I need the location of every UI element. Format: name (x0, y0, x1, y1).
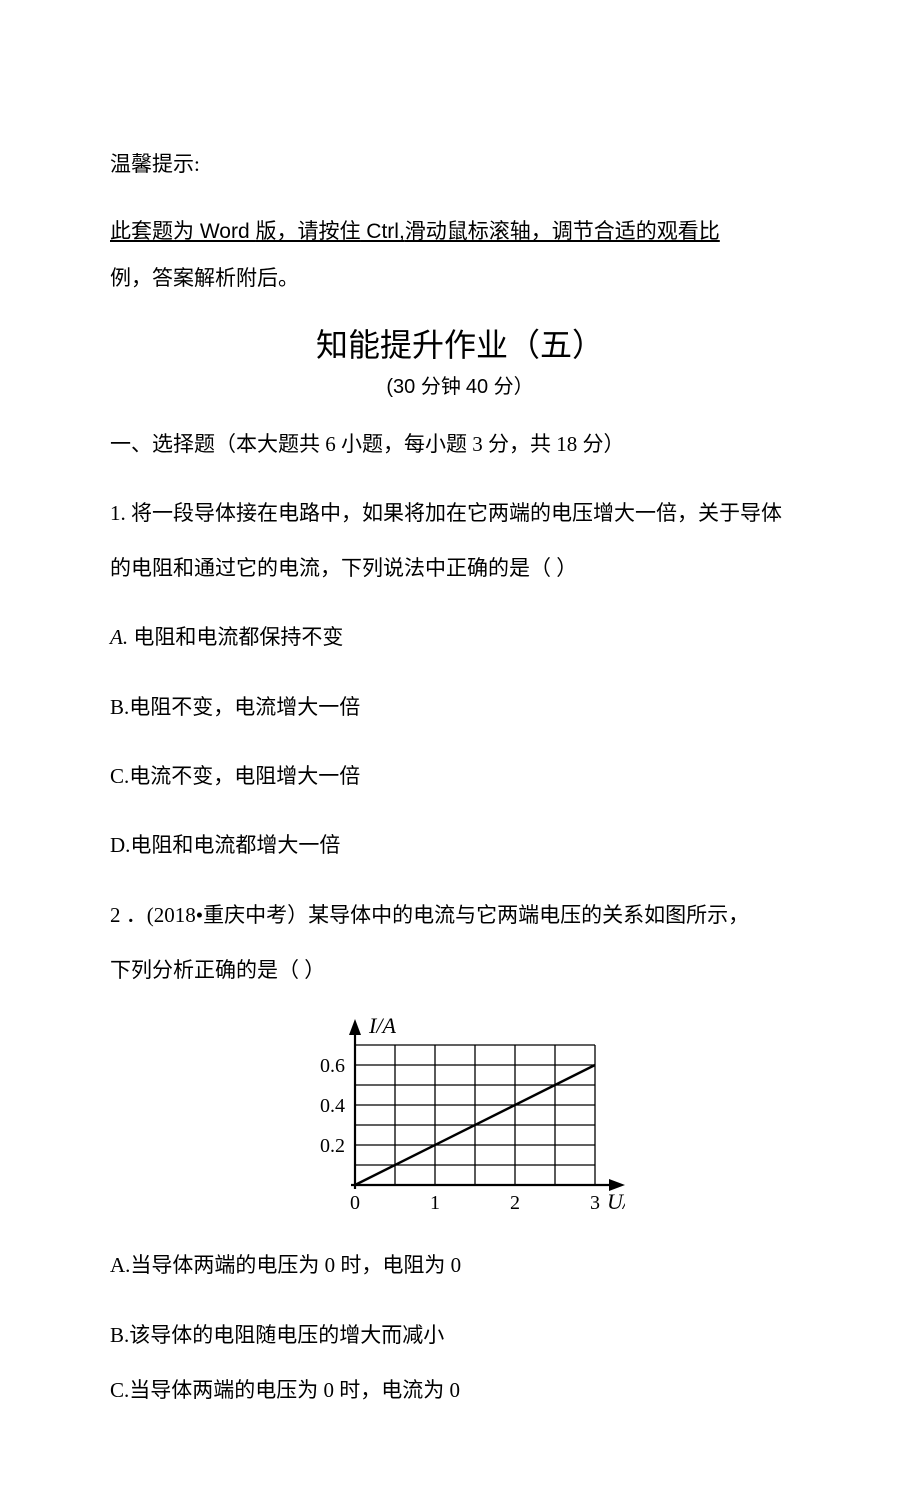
tip-line1-p2: 版，请按住 (255, 219, 360, 243)
subtitle-num1: 30 (393, 376, 421, 398)
tip-line1-word: Word (194, 220, 255, 243)
q1-option-a: A. 电阻和电流都保持不变 (110, 613, 810, 661)
svg-text:U/V: U/V (607, 1189, 625, 1214)
q2-option-b: B.该导体的电阻随电压的增大而减小 (110, 1311, 810, 1359)
tip-line1-ctrl: Ctrl, (360, 220, 404, 243)
iv-chart-svg: 0.2 0.4 0.6 0 1 2 3 I/A U/V (295, 1015, 625, 1220)
svg-text:0: 0 (350, 1192, 360, 1214)
q2-stem-line1: 2 ．(2018•重庆中考）某导体中的电流与它两端电压的关系如图所示， (110, 891, 810, 939)
q1-a-text: 电阻和电流都保持不变 (133, 625, 343, 649)
tip-line1: 此套题为 Word 版，请按住 Ctrl,滑动鼠标滚轴，调节合适的观看比 (110, 219, 720, 243)
tip-line2: 例，答案解析附后。 (110, 266, 299, 290)
subtitle-close: ） (514, 376, 534, 398)
svg-text:0.4: 0.4 (320, 1095, 345, 1117)
q2-stem-line2: 下列分析正确的是（ ） (110, 946, 810, 994)
tip-line1-p1: 此套题为 (110, 219, 194, 243)
tip-label: 温馨提示: (110, 141, 810, 187)
svg-text:I/A: I/A (368, 1015, 396, 1038)
q1-stem-line2: 的电阻和通过它的电流，下列说法中正确的是（ ） (110, 544, 810, 592)
q2-option-a: A.当导体两端的电压为 0 时，电阻为 0 (110, 1241, 810, 1289)
q1-option-d: D.电阻和电流都增大一倍 (110, 821, 810, 869)
q2-option-c: C.当导体两端的电压为 0 时，电流为 0 (110, 1366, 810, 1414)
svg-text:0.2: 0.2 (320, 1135, 345, 1157)
subtitle-num2: 40 (466, 376, 494, 398)
page-title: 知能提升作业（五） (110, 320, 810, 366)
q1-option-c: C.电流不变，电阻增大一倍 (110, 752, 810, 800)
svg-text:1: 1 (430, 1192, 440, 1214)
section-heading: 一、选择题（本大题共 6 小题，每小题 3 分，共 18 分） (110, 420, 810, 468)
q2-chart: 0.2 0.4 0.6 0 1 2 3 I/A U/V (110, 1015, 810, 1220)
svg-text:2: 2 (510, 1192, 520, 1214)
svg-text:0.6: 0.6 (320, 1055, 345, 1077)
q1-option-b: B.电阻不变，电流增大一倍 (110, 683, 810, 731)
svg-text:3: 3 (590, 1192, 600, 1214)
subtitle-mid1: 分钟 (421, 376, 466, 398)
q1-stem-line1: 1. 将一段导体接在电路中，如果将加在它两端的电压增大一倍，关于导体 (110, 489, 810, 537)
subtitle-open: ( (386, 376, 393, 398)
tip-paragraph: 此套题为 Word 版，请按住 Ctrl,滑动鼠标滚轴，调节合适的观看比 例，答… (110, 208, 810, 301)
tip-line1-p3: 滑动鼠标滚轴，调节合适的观看比 (405, 219, 720, 243)
page-subtitle: (30 分钟 40 分） (110, 370, 810, 399)
q1-a-prefix: A. (110, 625, 133, 649)
subtitle-mid2: 分 (494, 376, 514, 398)
